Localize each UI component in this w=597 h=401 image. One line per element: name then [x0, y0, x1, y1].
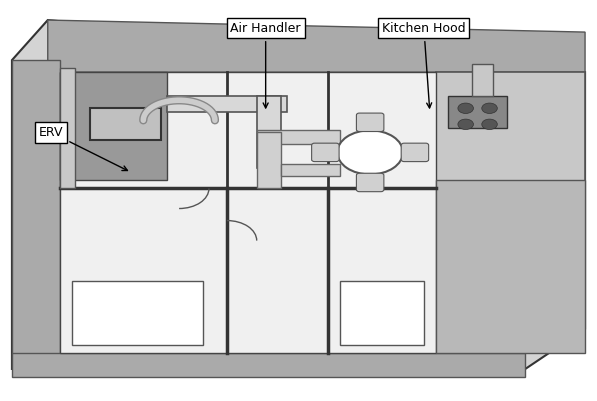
Circle shape: [482, 119, 497, 130]
Circle shape: [337, 130, 403, 174]
Circle shape: [482, 103, 497, 113]
Circle shape: [458, 103, 473, 113]
Polygon shape: [12, 60, 60, 369]
Polygon shape: [436, 72, 585, 341]
Text: Kitchen Hood: Kitchen Hood: [382, 22, 466, 108]
FancyBboxPatch shape: [72, 281, 203, 345]
Text: ERV: ERV: [38, 126, 128, 170]
FancyBboxPatch shape: [257, 130, 340, 144]
FancyBboxPatch shape: [281, 164, 340, 176]
Polygon shape: [12, 353, 525, 377]
FancyBboxPatch shape: [356, 173, 384, 192]
Circle shape: [458, 119, 473, 130]
FancyBboxPatch shape: [472, 64, 493, 96]
FancyBboxPatch shape: [257, 96, 281, 168]
FancyBboxPatch shape: [60, 68, 75, 188]
FancyBboxPatch shape: [257, 132, 281, 188]
Polygon shape: [60, 72, 436, 353]
FancyBboxPatch shape: [340, 281, 424, 345]
Polygon shape: [12, 20, 585, 369]
FancyBboxPatch shape: [90, 108, 161, 140]
FancyBboxPatch shape: [312, 143, 339, 162]
FancyBboxPatch shape: [448, 96, 507, 128]
Polygon shape: [436, 180, 585, 353]
Text: Air Handler: Air Handler: [230, 22, 301, 108]
Polygon shape: [48, 20, 585, 72]
Polygon shape: [60, 72, 167, 180]
FancyBboxPatch shape: [167, 96, 287, 112]
FancyBboxPatch shape: [356, 113, 384, 132]
FancyBboxPatch shape: [401, 143, 429, 162]
